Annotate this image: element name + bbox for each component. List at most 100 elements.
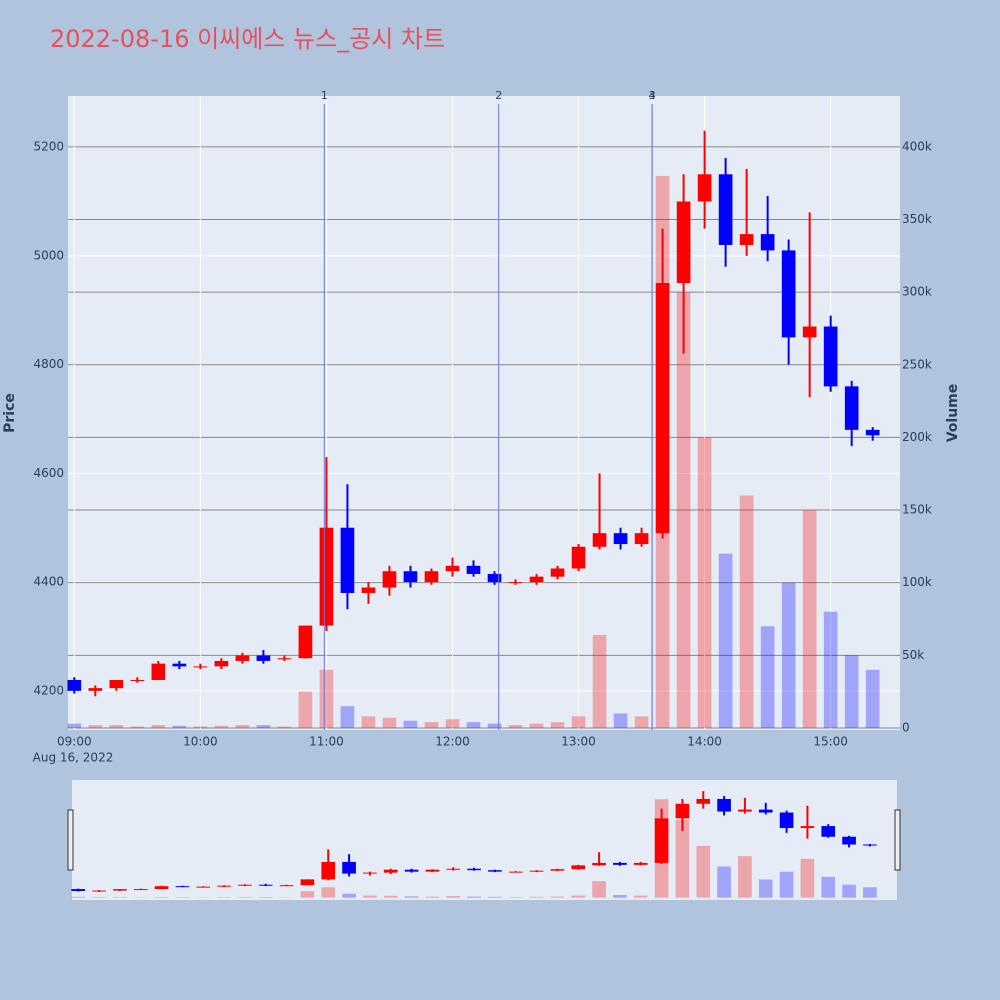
candle-body (298, 625, 313, 659)
slider-volume-bar (529, 896, 544, 898)
volume-bar (235, 725, 250, 728)
slider-volume-bar (404, 896, 419, 898)
y-tick-label: 4200 (33, 683, 64, 697)
candle-body (655, 283, 670, 534)
slider-candle-body (800, 826, 815, 829)
volume-bar (319, 669, 334, 728)
candle-body (88, 688, 103, 691)
candle-body (130, 679, 145, 681)
candle-body (382, 571, 397, 588)
slider-volume-bar (800, 858, 815, 898)
volume-bar (571, 716, 586, 728)
slider-candle-body (363, 872, 377, 874)
slider-candle-body (508, 871, 523, 873)
slider-volume-bar (550, 896, 565, 898)
volume-bar (214, 725, 229, 728)
slider-volume-bar (592, 881, 606, 898)
candle-body (151, 663, 166, 680)
slider-candle-body (342, 861, 356, 874)
candle-body (802, 326, 817, 338)
slider-volume-bar (738, 856, 752, 898)
slider-candle-body (758, 809, 773, 813)
candle-body (592, 533, 607, 547)
volume-bar (256, 725, 271, 728)
slider-volume-bar (613, 895, 627, 898)
y-tick-label: 4800 (33, 357, 64, 371)
volume-bar (151, 725, 166, 728)
slider-candle-body (592, 862, 606, 866)
volume-bar (277, 726, 292, 728)
slider-candle-body (71, 889, 86, 892)
slider-volume-bar (92, 897, 106, 898)
volume-bar (592, 634, 607, 728)
candle-body (235, 655, 250, 661)
slider-candle-body (842, 836, 856, 845)
slider-volume-bar (488, 896, 502, 898)
slider-volume-bar (383, 895, 398, 898)
slider-candle-body (863, 844, 877, 846)
slider-volume-bar (863, 887, 877, 898)
slider-candle-body (92, 890, 106, 892)
y2-tick-label: 150k (902, 503, 932, 517)
candle-body (67, 679, 82, 691)
candle-body (508, 582, 523, 584)
slider-candle-body (300, 879, 315, 886)
slider-volume-bar (821, 876, 836, 898)
slider-candle-body (696, 798, 711, 804)
candle-body (634, 533, 649, 545)
slider-candle-body (217, 885, 231, 887)
slider-candle-body (467, 868, 481, 871)
volume-bar (529, 723, 544, 728)
slider-candle-body (488, 870, 502, 872)
volume-bar (844, 655, 859, 728)
volume-bar (466, 722, 481, 728)
slider-volume-bar (238, 897, 252, 898)
slider-volume-bar (425, 896, 440, 898)
candle-body (865, 429, 880, 436)
slider-volume-bar (321, 887, 336, 898)
slider-volume-bar (446, 896, 461, 898)
candle-body (445, 565, 460, 572)
volume-bar (802, 510, 817, 728)
volume-bar (361, 716, 376, 728)
candle-body (319, 527, 334, 626)
x-tick-label: 12:00 (435, 735, 470, 749)
candle-body (361, 587, 376, 593)
slider-volume-bar (675, 819, 690, 898)
y2-tick-label: 50k (902, 648, 924, 662)
range-handle[interactable] (67, 809, 74, 871)
slider-candle-body (133, 889, 148, 891)
slider-volume-bar (300, 891, 315, 898)
candle-body (697, 174, 712, 202)
y-tick-label: 5000 (33, 248, 64, 262)
slider-candle-body (238, 884, 252, 886)
x-tick-label: 13:00 (561, 735, 596, 749)
slider-candle-body (446, 868, 461, 870)
slider-volume-bar (696, 845, 711, 898)
slider-volume-bar (633, 895, 648, 898)
volume-bar (634, 716, 649, 728)
slider-volume-bar (258, 897, 273, 898)
volume-bar (739, 495, 754, 728)
slider-candle-body (675, 803, 690, 819)
range-slider[interactable] (72, 780, 897, 900)
volume-bar (823, 611, 838, 728)
slider-candle-body (550, 869, 565, 871)
slider-candle-body (738, 809, 752, 812)
volume-bar (865, 669, 880, 728)
candle-body (466, 565, 481, 574)
candle-body (109, 679, 124, 689)
slider-candle-body (779, 812, 794, 829)
slider-volume-bar (779, 871, 794, 898)
y-axis-title: Price (2, 393, 18, 433)
x-tick-label: 15:00 (813, 735, 848, 749)
volume-bar (718, 553, 733, 728)
candle-body (739, 234, 754, 245)
y2-tick-label: 300k (902, 285, 932, 299)
x-date-label: Aug 16, 2022 (33, 751, 114, 765)
slider-candle-body (383, 869, 398, 873)
range-handle[interactable] (894, 809, 901, 871)
candle-body (781, 250, 796, 338)
volume-bar (130, 726, 145, 728)
